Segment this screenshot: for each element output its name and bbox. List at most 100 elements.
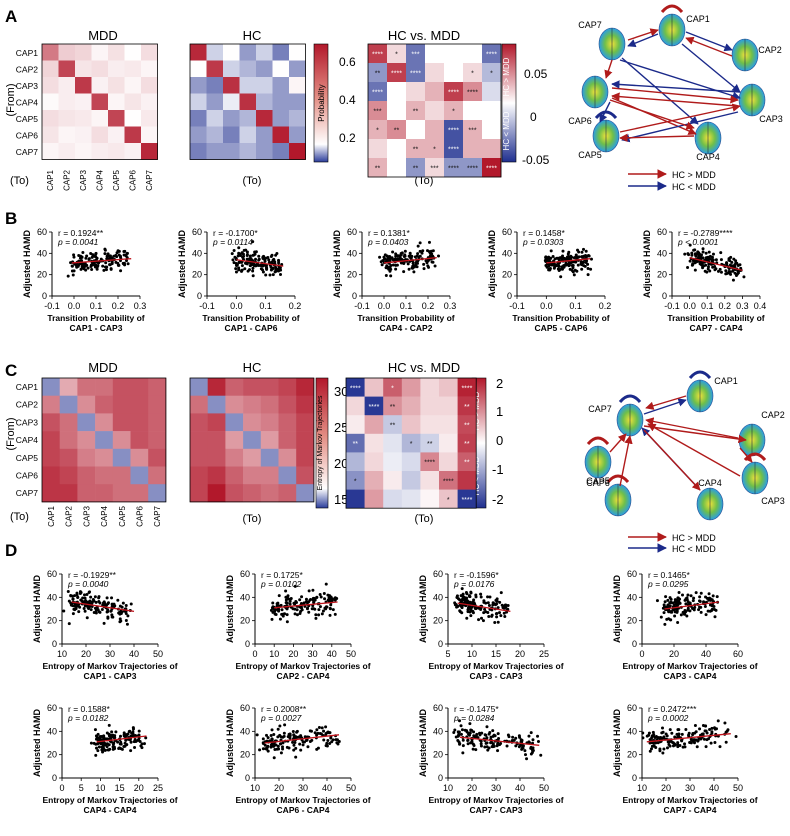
d-plot-2-point	[472, 598, 476, 602]
a-mdd-cell-2-2	[75, 77, 92, 94]
d-plot-2-point	[494, 612, 498, 616]
d-plot-4-xlabel-sub: CAP4 - CAP4	[84, 805, 137, 815]
c-hc-cell-2-1	[207, 413, 226, 432]
b-plot-0-point	[77, 263, 81, 267]
d-plot-7-point	[704, 724, 708, 728]
a-diff-cell-1-1	[387, 63, 407, 83]
d-plot-7-point	[667, 742, 671, 746]
a-diff-cell-5-1	[387, 139, 407, 159]
b-plot-1-point	[279, 273, 283, 277]
c-diff-cell-2-1	[364, 415, 384, 435]
d-plot-2-point	[490, 613, 494, 617]
b-plot-4-xlabel-sub: CAP7 - CAP4	[690, 323, 743, 333]
a-hc-cell-1-1	[206, 60, 224, 78]
c-mdd-cell-2-6	[148, 413, 167, 432]
b-plot-1-point	[245, 257, 249, 261]
d-plot-5-point	[268, 739, 272, 743]
b-plot-0-point	[116, 249, 120, 253]
d-plot-3-point	[686, 593, 690, 597]
c-mdd-cell-5-0	[42, 466, 60, 485]
d-plot-2-point	[453, 603, 457, 607]
c-hc-cell-3-3	[243, 431, 262, 450]
a-row-label-1: CAP2	[16, 65, 38, 75]
a-diff-star-3-0: ***	[373, 109, 381, 116]
b-plot-4-fit-line	[689, 256, 743, 272]
b-plot-4-xtick-label-4: 0.3	[736, 301, 749, 311]
b-plot-1-point	[251, 253, 255, 257]
b-plot-3-ytick-label-1: 20	[502, 270, 512, 280]
a-hc-cell-3-1	[206, 93, 224, 111]
c-hc-cell-1-3	[243, 395, 262, 414]
d-plot-0-point	[126, 614, 130, 618]
d-plot-0-point	[69, 593, 73, 597]
d-plot-4-point	[123, 744, 127, 748]
b-plot-0-point	[84, 268, 88, 272]
d-plot-5-point	[293, 740, 297, 744]
b-plot-1-point	[263, 259, 267, 263]
d-plot-3-point	[668, 618, 672, 622]
c-diff-cell-6-2	[383, 489, 403, 509]
d-plot-7-xtick-label-3: 40	[709, 783, 719, 793]
d-plot-0-point	[94, 611, 98, 615]
c-diff-cell-4-3	[401, 452, 421, 472]
d-plot-6-point	[539, 753, 543, 757]
d-plot-2-point	[499, 614, 503, 618]
c-diff-star-3-6: **	[464, 441, 470, 448]
d-plot-1-point	[284, 601, 288, 605]
d-plot-5-point	[269, 743, 273, 747]
c-col-label-5: CAP6	[136, 505, 145, 526]
d-plot-5-ylabel: Adjusted HAMD	[225, 709, 235, 777]
d-plot-5-point	[270, 728, 274, 732]
c-diff-cell-2-4	[420, 415, 440, 435]
b-plot-4-point	[719, 258, 723, 262]
d-plot-4-point	[131, 726, 135, 730]
b-plot-0-point	[80, 265, 84, 269]
a-diff-cell-0-1	[387, 44, 407, 64]
c-entropy-tick-2: 25	[334, 420, 348, 435]
c-diff-cell-1-6	[457, 396, 477, 416]
d-plot-2-point	[460, 587, 464, 591]
a-diff-title: HC vs. MDD	[388, 28, 460, 43]
d-plot-0-point	[118, 620, 122, 624]
d-plot-1-point	[319, 595, 323, 599]
d-plot-4-xlabel: Entropy of Markov Trajectories of	[42, 795, 177, 805]
a-mdd-cell-4-5	[124, 110, 142, 127]
b-plot-0-ylabel: Adjusted HAMD	[22, 230, 32, 298]
d-plot-1-point	[309, 598, 313, 602]
b-plot-0-point	[126, 262, 130, 266]
d-plot-2-point	[484, 601, 488, 605]
d-plot-3-ytick-label-0: 0	[632, 639, 637, 649]
d-plot-7-point	[647, 733, 651, 737]
d-plot-1-point	[288, 597, 292, 601]
c-mdd-cell-4-0	[42, 448, 60, 467]
d-plot-7-point	[689, 738, 693, 742]
c-arrow-6-7	[609, 433, 627, 453]
b-plot-4-point	[688, 243, 692, 247]
b-plot-4-ytick-label-3: 60	[657, 227, 667, 237]
b-plot-1-point	[279, 268, 283, 272]
d-plot-4-ytick-label-2: 40	[47, 726, 57, 736]
c-hc-cell-2-5	[278, 413, 297, 432]
d-plot-2-point	[468, 595, 472, 599]
d-plot-6-xtick-label-4: 50	[539, 783, 549, 793]
d-plot-7-point	[648, 738, 652, 742]
d-plot-6-point	[456, 730, 460, 734]
d-plot-7-point	[649, 747, 653, 751]
d-plot-3-xtick-label-2: 40	[701, 649, 711, 659]
d-plot-2-point	[479, 595, 483, 599]
d-plot-4-point	[96, 749, 100, 753]
d-plot-5-point	[291, 729, 295, 733]
d-plot-4-point	[129, 734, 133, 738]
d-plot-5-point	[281, 745, 285, 749]
b-plot-0-point	[108, 254, 112, 258]
b-plot-3-point	[561, 249, 565, 253]
a-diff-cell-4-2	[406, 120, 426, 140]
b-plot-4-point	[730, 260, 734, 264]
c-hc-cell-0-6	[296, 378, 315, 396]
b-plot-2-point	[391, 250, 395, 254]
b-plot-2-xtick-label-2: 0.1	[400, 301, 413, 311]
c-hc-cell-0-4	[260, 378, 279, 396]
d-plot-3-point	[703, 604, 707, 608]
d-plot-7-r-value: r = 0.2472***	[648, 704, 697, 714]
d-plot-5-r-value: r = 0.2008**	[261, 704, 307, 714]
